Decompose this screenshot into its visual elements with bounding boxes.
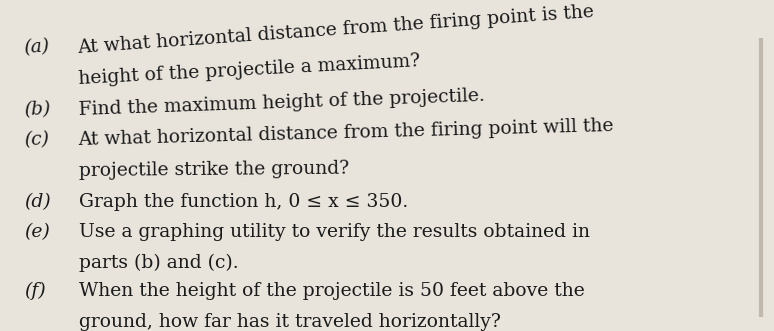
Text: ground, how far has it traveled horizontally?: ground, how far has it traveled horizont… xyxy=(78,313,500,331)
Text: (c): (c) xyxy=(24,131,50,149)
Text: (f): (f) xyxy=(25,282,46,300)
Text: (a): (a) xyxy=(23,37,50,57)
Text: Use a graphing utility to verify the results obtained in: Use a graphing utility to verify the res… xyxy=(78,223,590,242)
Text: (e): (e) xyxy=(25,223,50,242)
Text: When the height of the projectile is 50 feet above the: When the height of the projectile is 50 … xyxy=(78,282,584,300)
Text: (b): (b) xyxy=(24,100,51,118)
Text: projectile strike the ground?: projectile strike the ground? xyxy=(78,160,349,180)
Text: (d): (d) xyxy=(25,193,51,211)
Text: At what horizontal distance from the firing point will the: At what horizontal distance from the fir… xyxy=(78,117,615,149)
Text: height of the projectile a maximum?: height of the projectile a maximum? xyxy=(77,52,420,88)
Text: At what horizontal distance from the firing point is the: At what horizontal distance from the fir… xyxy=(77,3,595,57)
Text: parts (b) and (c).: parts (b) and (c). xyxy=(78,254,238,272)
Text: Graph the function h, 0 ≤ x ≤ 350.: Graph the function h, 0 ≤ x ≤ 350. xyxy=(78,193,408,211)
Text: Find the maximum height of the projectile.: Find the maximum height of the projectil… xyxy=(78,86,485,118)
